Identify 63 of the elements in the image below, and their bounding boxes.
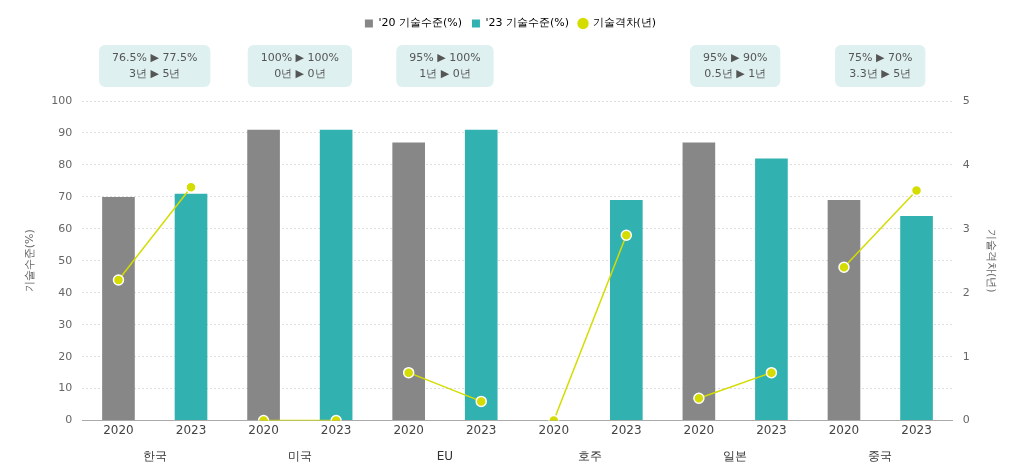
bar <box>102 196 135 421</box>
bar <box>610 200 643 421</box>
legend-label: '20 기술수준(%) <box>378 16 462 30</box>
y2-tick-label: 1 <box>962 349 970 363</box>
text: 한국 <box>142 448 167 463</box>
bar <box>319 129 353 421</box>
point <box>112 274 125 286</box>
text: 75% ▶ 70% 3.3년 ▶ 5년 <box>848 50 913 80</box>
x-tick-label: 2020 <box>103 422 134 437</box>
point <box>765 366 778 379</box>
bar <box>174 193 208 421</box>
x-tick-label: 2023 <box>901 422 932 437</box>
x-tick-label: 2020 <box>393 422 424 437</box>
point <box>620 229 633 241</box>
y2-axis-title: 기술격차(년) <box>984 229 998 293</box>
bar <box>247 129 280 421</box>
x-tick-label: 2023 <box>175 422 207 437</box>
bar <box>682 142 716 421</box>
bar <box>392 142 425 421</box>
x-tick-label: 2020 <box>538 422 570 437</box>
text: 미국 <box>287 448 312 463</box>
text: 76.5% ▶ 77.5% 3년 ▶ 5년 <box>112 50 198 80</box>
x-tick-label: 2023 <box>611 422 642 437</box>
y-tick-label: 0 <box>65 413 73 427</box>
y-tick-label: 20 <box>58 349 73 363</box>
legend-label: 기술격차(년) <box>592 16 657 30</box>
bar <box>900 216 933 421</box>
y2-tick-label: 0 <box>962 413 970 427</box>
y-tick-label: 100 <box>51 93 73 107</box>
y-tick-label: 40 <box>58 285 73 299</box>
x-tick-label: 2023 <box>320 422 352 437</box>
point <box>475 395 487 408</box>
point <box>838 261 850 273</box>
x-tick-label: 2020 <box>683 422 715 437</box>
text: 호주 <box>578 448 603 463</box>
y-tick-label: 80 <box>58 157 73 171</box>
y-tick-label: 30 <box>58 317 73 331</box>
point <box>693 392 705 404</box>
bar <box>827 200 861 421</box>
point <box>402 366 415 379</box>
y-tick-label: 60 <box>58 221 73 235</box>
y2-tick-label: 4 <box>962 157 970 171</box>
x-tick-label: 2023 <box>465 422 497 437</box>
x-tick-label: 2020 <box>248 422 279 437</box>
x-tick-label: 2020 <box>828 422 860 437</box>
y-tick-label: 50 <box>58 253 73 267</box>
legend-label: '23 기술수준(%) <box>485 16 570 30</box>
y-tick-label: 70 <box>58 189 73 203</box>
text: EU <box>436 448 454 463</box>
text: 95% ▶ 90% 0.5년 ▶ 1년 <box>702 50 768 80</box>
y2-tick-label: 2 <box>962 285 970 299</box>
bar <box>464 129 498 421</box>
bar <box>755 158 788 421</box>
x-tick-label: 2023 <box>756 422 787 437</box>
text: 100% ▶ 100% 0년 ▶ 0년 <box>260 50 340 80</box>
text: 중국 <box>868 448 893 463</box>
y-tick-label: 10 <box>58 381 73 395</box>
y2-tick-label: 5 <box>962 93 970 107</box>
y-axis-title: 기술수준(%) <box>23 229 37 293</box>
y-tick-label: 90 <box>58 125 73 139</box>
text: 일본 <box>723 448 748 463</box>
text: 95% ▶ 100% 1년 ▶ 0년 <box>409 50 481 80</box>
y2-tick-label: 3 <box>962 221 970 235</box>
